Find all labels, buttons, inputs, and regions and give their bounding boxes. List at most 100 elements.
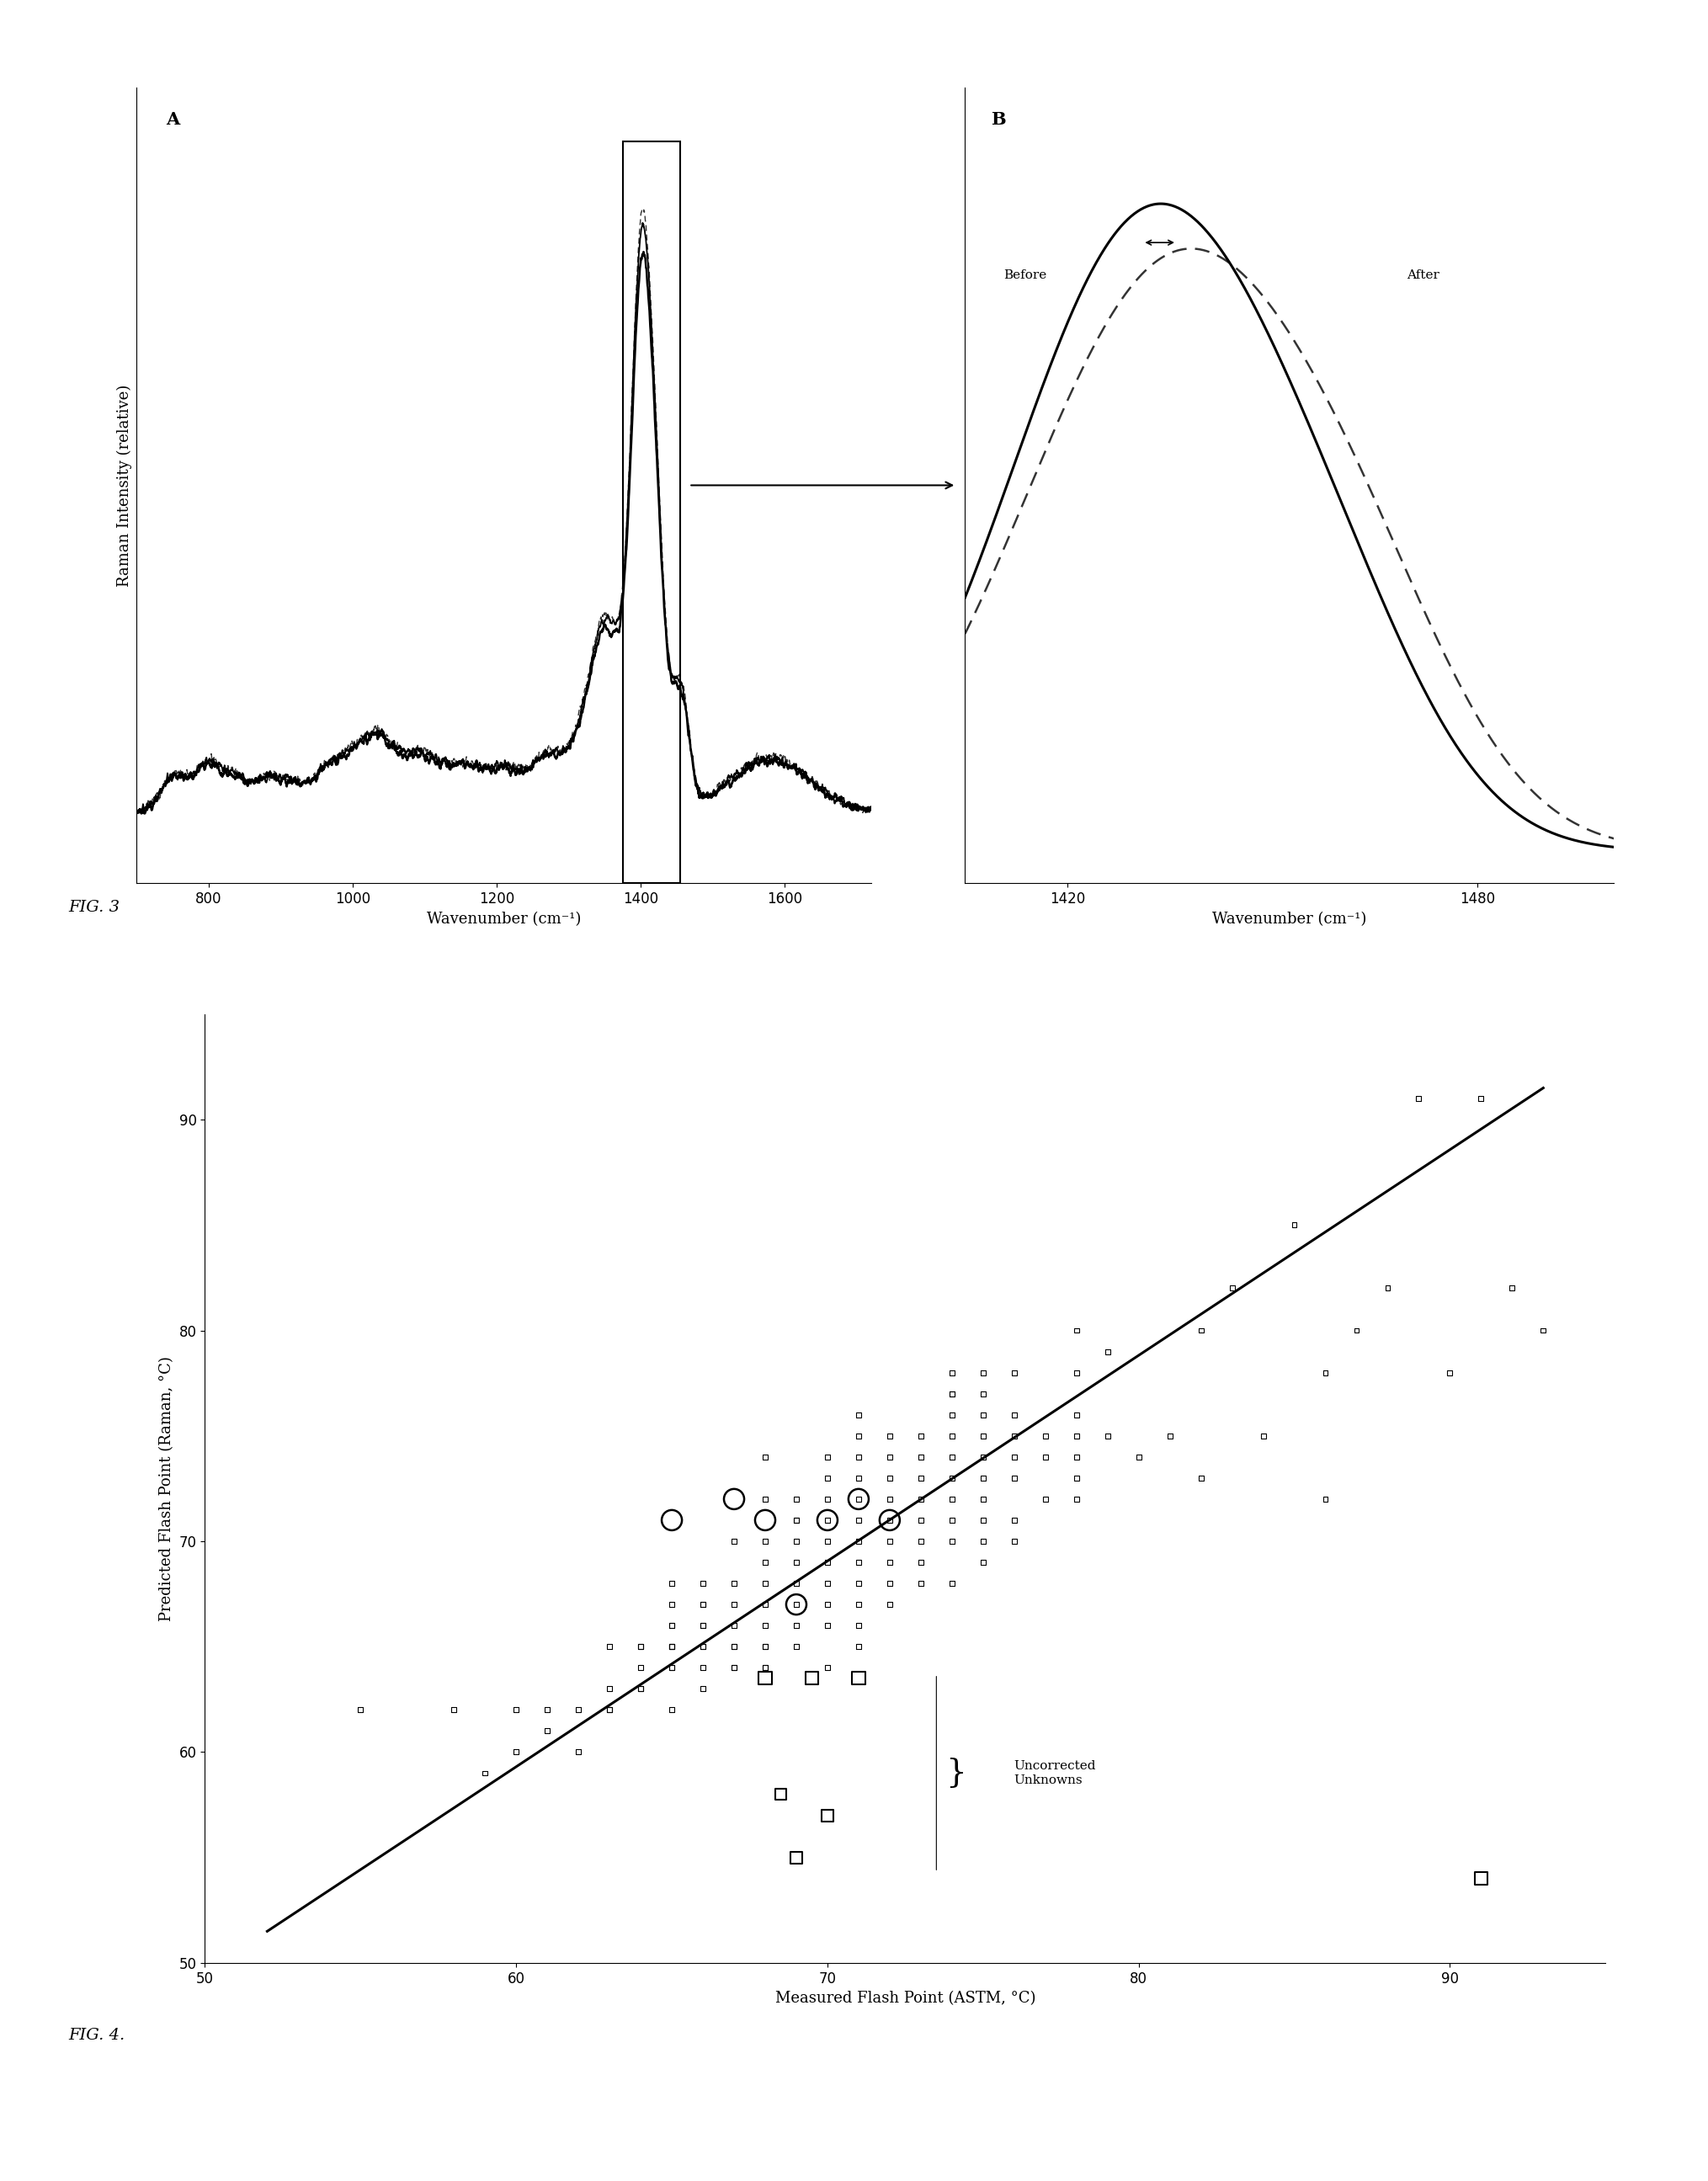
Point (658, 1607, 685, 1642)
Point (845, 1503, 873, 1538)
Point (471, 1756, 499, 1791)
Point (907, 1418, 934, 1453)
Point (845, 1629, 873, 1664)
Point (970, 1354, 997, 1389)
Point (782, 1841, 810, 1876)
Point (813, 1651, 840, 1686)
Point (1001, 1461, 1028, 1496)
Point (627, 1671, 654, 1706)
Point (1062, 1418, 1090, 1453)
Point (907, 1566, 934, 1601)
Point (1312, 1354, 1339, 1389)
Point (907, 1461, 934, 1496)
Point (876, 1544, 904, 1579)
Point (690, 1629, 717, 1664)
X-axis label: Wavenumber (cm⁻¹): Wavenumber (cm⁻¹) (427, 912, 581, 927)
Point (845, 1566, 873, 1601)
Point (502, 1692, 529, 1727)
Point (970, 1481, 997, 1516)
Point (876, 1566, 904, 1601)
Point (1187, 1461, 1214, 1496)
Point (752, 1629, 779, 1664)
Point (1032, 1439, 1059, 1474)
Point (782, 1629, 810, 1664)
Point (845, 1588, 873, 1623)
Point (533, 1692, 560, 1727)
Point (596, 1629, 623, 1664)
Point (970, 1503, 997, 1538)
Point (721, 1566, 748, 1601)
Point (752, 1439, 779, 1474)
Point (938, 1503, 965, 1538)
Point (1062, 1313, 1090, 1348)
Point (658, 1629, 685, 1664)
Text: B: B (991, 111, 1006, 129)
Point (907, 1439, 934, 1474)
Point (782, 1566, 810, 1601)
Text: Uncorrected
Unknowns: Uncorrected Unknowns (1015, 1760, 1097, 1786)
Point (938, 1376, 965, 1411)
Point (876, 1439, 904, 1474)
Point (752, 1651, 779, 1686)
Point (782, 1481, 810, 1516)
Point (690, 1607, 717, 1642)
Point (813, 1566, 840, 1601)
Point (1001, 1398, 1028, 1433)
Point (752, 1481, 779, 1516)
Point (813, 1525, 840, 1559)
Point (1498, 1272, 1525, 1306)
Point (970, 1418, 997, 1453)
Point (845, 1481, 873, 1516)
Point (690, 1651, 717, 1686)
Point (1001, 1418, 1028, 1453)
Point (1093, 1335, 1120, 1370)
Point (1032, 1481, 1059, 1516)
Point (752, 1503, 779, 1538)
Point (347, 1692, 374, 1727)
Point (1062, 1439, 1090, 1474)
Point (596, 1692, 623, 1727)
Point (721, 1629, 748, 1664)
Point (1062, 1481, 1090, 1516)
Point (876, 1588, 904, 1623)
Point (752, 1629, 779, 1664)
Point (845, 1607, 873, 1642)
Text: Before: Before (1004, 268, 1047, 281)
Point (1312, 1481, 1339, 1516)
Point (907, 1503, 934, 1538)
X-axis label: Measured Flash Point (ASTM, °C): Measured Flash Point (ASTM, °C) (775, 1991, 1035, 2007)
Point (658, 1692, 685, 1727)
Point (782, 1588, 810, 1623)
Point (938, 1461, 965, 1496)
Point (970, 1461, 997, 1496)
Y-axis label: Predicted Flash Point (Raman, °C): Predicted Flash Point (Raman, °C) (159, 1357, 174, 1620)
Text: FIG. 4.: FIG. 4. (68, 2028, 125, 2044)
Point (1342, 1313, 1370, 1348)
Point (721, 1607, 748, 1642)
Point (565, 1692, 593, 1727)
Point (845, 1662, 873, 1697)
Point (782, 1588, 810, 1623)
Point (845, 1525, 873, 1559)
Point (845, 1544, 873, 1579)
Point (658, 1629, 685, 1664)
Point (782, 1544, 810, 1579)
Point (1281, 1208, 1308, 1243)
Point (782, 1503, 810, 1538)
Point (752, 1566, 779, 1601)
Point (721, 1651, 748, 1686)
Point (721, 1588, 748, 1623)
Point (970, 1439, 997, 1474)
Text: FIG. 3: FIG. 3 (68, 901, 120, 916)
Point (1250, 1418, 1278, 1453)
Text: After: After (1406, 268, 1440, 281)
Point (938, 1566, 965, 1601)
Point (690, 1607, 717, 1642)
Point (627, 1629, 654, 1664)
Point (845, 1461, 873, 1496)
Point (1001, 1525, 1028, 1559)
Point (658, 1503, 685, 1538)
Point (938, 1525, 965, 1559)
Point (970, 1398, 997, 1433)
Point (813, 1797, 840, 1832)
